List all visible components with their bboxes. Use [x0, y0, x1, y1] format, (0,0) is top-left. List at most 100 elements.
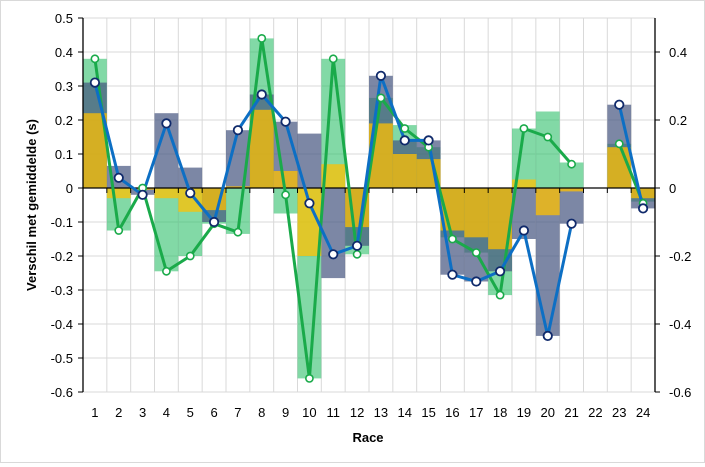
blue-line-marker-21	[566, 218, 577, 229]
y-axis-title: Verschil met gemiddelde (s)	[24, 119, 39, 291]
green-line-marker-2	[114, 226, 124, 235]
green-line-marker-21	[567, 159, 576, 169]
blue-line-marker-6	[208, 216, 220, 228]
x-tick-label: 14	[398, 405, 412, 420]
y-axis-tick-labels: 0.5 0.4 0.3 0.2 0.1 0 -0.1 -0.2 -0.3 -0.4 -0.5 -0.6	[51, 11, 73, 400]
green-line-marker-9	[281, 190, 290, 200]
blue-line-marker-11	[328, 249, 339, 260]
yellow-bars-5	[178, 188, 203, 212]
yellow-bars-17	[464, 188, 489, 238]
x-tick-label: 18	[493, 405, 507, 420]
blue-line-marker-1	[89, 77, 101, 88]
yellow-bars-20	[535, 188, 560, 216]
yellow-bars-21	[559, 188, 584, 192]
yellow-bars-24	[631, 188, 655, 199]
y-tick-label: -0.3	[51, 283, 73, 298]
green-line-marker-19	[519, 124, 529, 133]
y-tick-label: -0.1	[51, 215, 73, 230]
blue-line-marker-14	[399, 135, 410, 146]
x-tick-label: 8	[258, 405, 265, 420]
green-line-marker-12	[352, 249, 362, 259]
y2-tick-label: -0.2	[669, 249, 691, 264]
green-line-marker-17	[471, 248, 481, 257]
blue-line-marker-23	[614, 99, 625, 110]
yellow-bars-11	[321, 164, 346, 188]
x-tick-label: 24	[636, 405, 650, 420]
green-line-marker-23	[614, 139, 624, 149]
green-bars-4	[154, 188, 179, 272]
green-bars-21	[559, 162, 584, 188]
x-tick-label: 2	[115, 405, 122, 420]
yellow-bars-9	[273, 171, 298, 188]
blue-line-marker-13	[375, 70, 387, 81]
green-line-marker-20	[543, 132, 553, 142]
x-tick-label: 20	[541, 405, 555, 420]
blue-line-marker-2	[113, 172, 124, 183]
y-tick-label: 0.1	[55, 147, 73, 162]
yellow-bars-1	[83, 113, 107, 188]
x-tick-label: 13	[374, 405, 388, 420]
yellow-bars-7	[226, 186, 250, 188]
slate-bars-21	[559, 188, 584, 224]
x-tick-label: 22	[588, 405, 602, 420]
yellow-bars-19	[512, 179, 536, 188]
x-axis-title: Race	[352, 430, 383, 445]
y-tick-label: 0.5	[55, 11, 73, 26]
yellow-bars-10	[297, 188, 322, 256]
x-tick-label: 12	[350, 405, 364, 420]
yellow-bars-4	[154, 188, 179, 199]
lines	[89, 34, 649, 383]
slate-bars-19	[512, 188, 536, 239]
y2-tick-label: -0.4	[669, 317, 691, 332]
x-tick-label: 4	[163, 405, 170, 420]
green-line-marker-16	[448, 234, 457, 244]
y-tick-label: -0.4	[51, 317, 73, 332]
y-tick-label: -0.2	[51, 249, 73, 264]
slate-bars-4	[154, 113, 179, 188]
slate-bars-10	[297, 133, 322, 188]
y2-tick-label: 0.2	[669, 113, 687, 128]
x-tick-label: 15	[421, 405, 435, 420]
green-line-marker-11	[328, 54, 338, 64]
x-tick-label: 7	[234, 405, 241, 420]
x-axis-tick-labels: 1 2 3 4 5 6 7 8 9 10 11 12 13 14 15 16 17 18 19 20 21 22 23 24	[91, 405, 650, 420]
yellow-bars-14	[392, 154, 417, 188]
blue-line-marker-12	[351, 240, 363, 251]
green-line-marker-5	[185, 251, 195, 261]
green-line-marker-18	[495, 290, 505, 300]
x-tick-label: 16	[445, 405, 459, 420]
x-tick-label: 9	[282, 405, 289, 420]
x-tick-label: 19	[517, 405, 531, 420]
blue-line-marker-7	[232, 125, 244, 136]
slate-bars-20	[535, 188, 560, 336]
y2-tick-label: 0	[669, 181, 676, 196]
green-line-marker-14	[400, 124, 410, 133]
green-bars-20	[535, 111, 560, 188]
blue-line-marker-3	[137, 189, 148, 200]
y2-tick-label: 0.4	[669, 45, 687, 60]
x-tick-label: 1	[91, 405, 98, 420]
y-tick-label: -0.5	[51, 351, 73, 366]
y-tick-label: 0.3	[55, 79, 73, 94]
green-line-marker-4	[162, 266, 171, 276]
y-tick-label: 0	[66, 181, 73, 196]
x-tick-label: 10	[302, 405, 316, 420]
blue-line-marker-15	[423, 135, 434, 146]
green-line-marker-1	[90, 54, 100, 64]
yellow-bars-18	[488, 188, 512, 250]
blue-line-marker-5	[185, 188, 196, 199]
x-tick-label: 21	[564, 405, 578, 420]
x-tick-label: 17	[469, 405, 483, 420]
blue-line-marker-24	[637, 203, 649, 214]
blue-line-marker-4	[161, 118, 172, 129]
green-line-marker-13	[376, 93, 386, 103]
y-tick-label: 0.2	[55, 113, 73, 128]
x-tick-label: 11	[327, 405, 341, 420]
blue-line-marker-19	[518, 225, 530, 236]
green-line-marker-10	[305, 373, 314, 383]
slate-bars-11	[321, 188, 346, 279]
y-tick-label: -0.6	[51, 385, 73, 400]
x-tick-label: 3	[139, 405, 146, 420]
axes	[78, 17, 660, 393]
